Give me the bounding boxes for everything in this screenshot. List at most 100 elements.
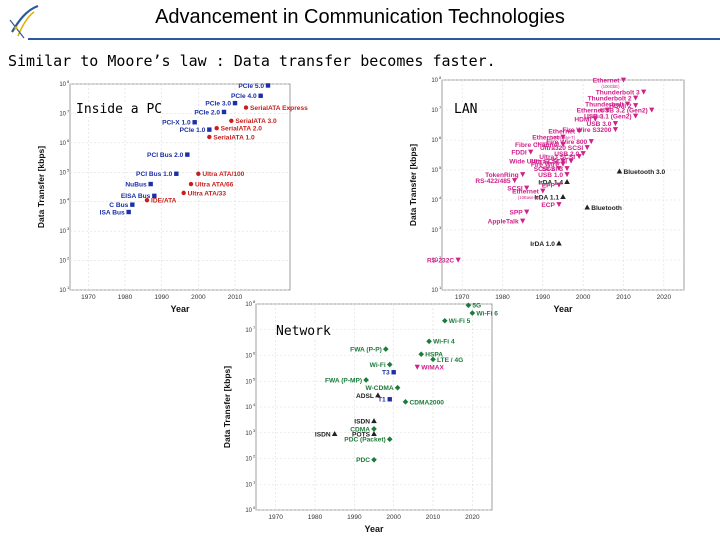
data-point-label: PDC (Packet) xyxy=(344,437,385,444)
data-point-label: Thunderbolt 2 xyxy=(588,95,632,102)
y-axis-label: Data Transfer [kbps] xyxy=(222,366,232,448)
data-point-label: ADSL xyxy=(356,393,374,400)
y-tick-label: 10 xyxy=(431,288,438,294)
data-point-label: SerialATA 3.0 xyxy=(235,118,277,125)
data-point-label: USB 1.0 xyxy=(538,172,563,179)
data-point-label: IrDA 1.1 xyxy=(534,194,559,201)
data-point-triangle xyxy=(331,431,338,437)
data-point-label: Fibre Channel xyxy=(515,142,559,149)
y-tick-exponent: 3 xyxy=(253,428,256,433)
data-point-label: RS-232C xyxy=(427,257,454,264)
data-point-label: IDE/ATA xyxy=(151,198,177,205)
x-tick-label: 2000 xyxy=(386,514,401,521)
data-point-label: CDMA2000 xyxy=(409,399,444,406)
x-tick-label: 2010 xyxy=(228,294,243,301)
y-tick-exponent: 1 xyxy=(253,479,256,484)
x-axis-label: Year xyxy=(364,524,384,534)
data-point-label: Ultra ATA/33 xyxy=(188,190,227,197)
y-tick-exponent: 5 xyxy=(439,165,442,170)
y-tick-exponent: 5 xyxy=(253,376,256,381)
data-point-triangle xyxy=(528,149,534,155)
data-point-triangle xyxy=(592,116,598,122)
data-point-label: SCSI-2 xyxy=(534,166,556,173)
data-point-label: HSPA xyxy=(425,352,443,359)
data-point-label: FWA (P-P) xyxy=(350,346,382,353)
data-point-triangle xyxy=(588,139,594,145)
title-divider xyxy=(28,38,720,40)
data-point-diamond xyxy=(442,317,448,324)
y-tick-exponent: 3 xyxy=(67,226,70,231)
y-tick-exponent: 7 xyxy=(439,105,442,110)
data-point-square xyxy=(174,171,179,176)
data-point-triangle xyxy=(612,121,619,127)
data-point-diamond xyxy=(386,436,393,442)
y-tick-exponent: 8 xyxy=(67,79,70,84)
data-point-diamond xyxy=(363,377,369,383)
data-point-triangle xyxy=(604,107,610,113)
data-point-label: W-CDMA xyxy=(366,385,394,392)
y-axis-label: Data Transfer [kbps] xyxy=(408,144,418,226)
data-point-triangle xyxy=(455,257,461,263)
y-tick-exponent: 4 xyxy=(67,197,70,202)
data-point-note: (100Base-T) xyxy=(536,141,560,146)
data-point-label: Wi-Fi 5 xyxy=(449,318,471,325)
x-tick-label: 1970 xyxy=(268,514,283,521)
data-point-triangle xyxy=(512,178,518,184)
y-tick-exponent: 6 xyxy=(253,351,256,356)
x-tick-label: 2010 xyxy=(426,514,441,521)
data-point-square xyxy=(130,202,135,207)
data-point-triangle xyxy=(375,392,381,398)
data-point-label: IrDA 1.0 xyxy=(530,241,555,248)
data-point-square xyxy=(152,193,157,199)
data-point-triangle xyxy=(560,161,566,167)
data-point-label: Thunderbolt xyxy=(585,101,624,108)
y-tick-label: 10 xyxy=(245,508,252,514)
data-point-diamond xyxy=(394,384,401,391)
data-point-label: C Bus xyxy=(109,202,128,209)
y-tick-exponent: 6 xyxy=(439,135,442,140)
y-tick-label: 10 xyxy=(431,78,438,84)
y-tick-label: 10 xyxy=(245,457,252,463)
data-point-triangle xyxy=(633,113,639,119)
x-tick-label: 1990 xyxy=(154,294,169,301)
data-point-label: Wi-Fi xyxy=(370,362,386,369)
x-tick-label: 2000 xyxy=(191,294,206,301)
data-point-label: Fire Wire S3200 xyxy=(562,127,611,134)
data-point-circle xyxy=(196,171,201,176)
data-point-square xyxy=(221,109,227,115)
data-point-label: POTS xyxy=(352,431,371,438)
data-point-square xyxy=(192,120,197,125)
chart-lan: 10 1 10 2 10 3 10 4 10 5 10 6 10 7 10 8 1970 1980 1990 2000… xyxy=(402,72,692,318)
data-point-label: Ultra320 SCSI xyxy=(540,145,583,152)
data-point-label: LTE / 4G xyxy=(437,357,463,364)
y-tick-label: 10 xyxy=(59,200,66,206)
data-point-label: T3 xyxy=(382,370,390,377)
data-point-label: ISA Bus xyxy=(100,209,125,216)
plot-frame xyxy=(69,83,291,291)
x-tick-label: 2010 xyxy=(616,294,631,301)
data-point-triangle xyxy=(624,101,631,107)
data-point-note: (10Base-T) xyxy=(518,195,540,200)
data-point-square xyxy=(185,152,190,157)
x-tick-label: 1980 xyxy=(495,294,510,301)
data-point-label: EISA Bus xyxy=(121,193,151,200)
data-point-label: PCI Bus 2.0 xyxy=(147,152,184,159)
data-point-label: Wi-Fi 6 xyxy=(476,310,498,317)
data-point-triangle xyxy=(564,172,570,178)
y-tick-label: 10 xyxy=(245,302,252,308)
data-point-label: PCI Bus 1.0 xyxy=(136,171,173,178)
x-tick-label: 1990 xyxy=(347,514,362,521)
data-point-label: SCSI-3 xyxy=(542,166,564,173)
y-tick-label: 10 xyxy=(245,482,252,488)
data-point-label: Fire Wire 800 xyxy=(546,139,587,146)
data-point-label: RS-422/485 xyxy=(475,178,511,185)
x-axis-label: Year xyxy=(170,304,190,314)
y-tick-exponent: 2 xyxy=(439,255,442,260)
y-tick-exponent: 4 xyxy=(253,402,256,407)
data-point-label: SCSI xyxy=(507,185,523,192)
data-point-triangle xyxy=(641,89,647,95)
y-tick-exponent: 2 xyxy=(67,256,70,261)
